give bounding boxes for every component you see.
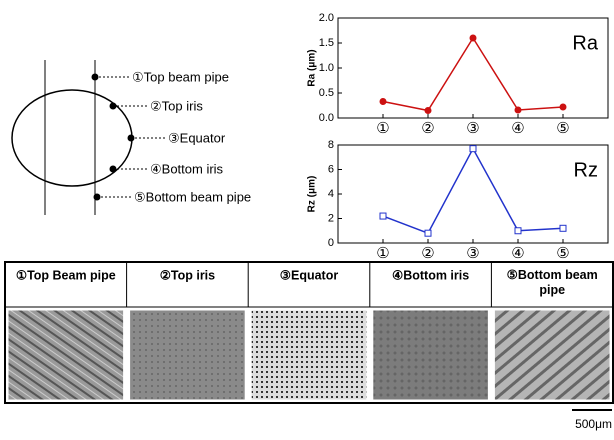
y-axis-label: Rz (μm) xyxy=(307,176,318,213)
micrograph xyxy=(129,309,246,401)
plot-frame xyxy=(337,144,609,244)
marker xyxy=(514,106,522,114)
x-tick-label: ④ xyxy=(511,120,524,137)
diagram-label: ⑤Bottom beam pipe xyxy=(134,189,251,204)
y-tick-label: 4 xyxy=(328,188,334,200)
x-tick-label: ④ xyxy=(511,245,524,262)
x-tick-label: ⑤ xyxy=(556,120,569,137)
x-tick-label: ⑤ xyxy=(556,245,569,262)
micrograph xyxy=(7,309,125,401)
y-tick-label: 6 xyxy=(328,163,334,175)
column-header: ①Top Beam pipe xyxy=(16,268,116,282)
y-tick-label: 2.0 xyxy=(319,12,334,24)
line xyxy=(382,147,564,235)
scale-bar-label: 500μm xyxy=(575,417,612,431)
diagram-labels: ①Top beam pipe ②Top iris ③Equator ④Bottom i… xyxy=(91,69,251,204)
annotation: Rz xyxy=(574,159,598,181)
y-tick-label: 8 xyxy=(328,139,334,151)
y-tick-label: 1.5 xyxy=(319,37,334,49)
marker xyxy=(424,229,432,237)
x-tick-label: ② xyxy=(421,120,434,137)
diagram-label: ①Top beam pipe xyxy=(132,69,229,84)
cavity-diagram xyxy=(11,60,133,215)
charts: 0.0 0.5 1.0 1.5 2.0 Ra (μm) Ra ① ② ③ ④ ⑤ 0 2 4 6 8 Rz (μm… xyxy=(307,12,609,262)
column-header: ④Bottom iris xyxy=(392,268,469,282)
table xyxy=(4,261,614,404)
y-tick-label: 1.0 xyxy=(319,62,334,74)
marker xyxy=(379,212,387,220)
column-header: ③Equator xyxy=(280,268,339,282)
y-tick-label: 0 xyxy=(328,237,334,249)
marker xyxy=(514,227,522,235)
marker xyxy=(559,103,567,111)
line xyxy=(382,36,564,112)
table-cells: ①Top Beam pipe ②Top iris ③Equator ④Bottom i… xyxy=(7,262,611,401)
y-tick-label: 2 xyxy=(328,212,334,224)
annotation: Ra xyxy=(572,32,598,54)
x-tick-label: ③ xyxy=(466,245,479,262)
micrograph xyxy=(372,309,489,401)
diagram-label: ②Top iris xyxy=(150,98,203,113)
marker xyxy=(469,34,477,42)
x-tick-label: ① xyxy=(376,120,389,137)
diagram-label: ④Bottom iris xyxy=(150,161,224,176)
marker xyxy=(559,224,567,232)
micrograph xyxy=(493,309,611,401)
micrograph xyxy=(250,309,368,401)
column-header: ②Top iris xyxy=(160,268,215,282)
column-header: ⑤Bottom beam pipe xyxy=(507,268,598,297)
y-axis-label: Ra (μm) xyxy=(307,49,318,86)
plot-frame xyxy=(337,17,609,119)
marker xyxy=(424,107,432,114)
marker xyxy=(379,98,387,105)
x-tick-label: ① xyxy=(376,245,389,262)
diagram-label: ③Equator xyxy=(168,130,226,145)
x-tick-label: ③ xyxy=(466,120,479,137)
y-tick-label: 0.5 xyxy=(319,87,334,99)
y-tick-label: 0.0 xyxy=(319,112,334,124)
x-tick-label: ② xyxy=(421,245,434,262)
marker xyxy=(469,145,477,153)
